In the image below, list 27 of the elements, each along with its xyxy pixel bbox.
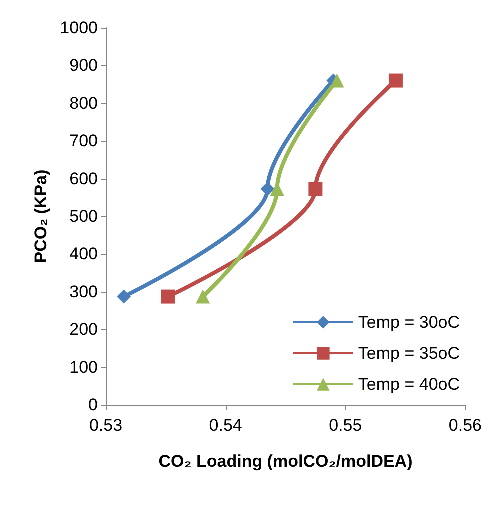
y-tick-label: 800 (70, 94, 98, 113)
point (116, 290, 131, 304)
y-tick-label: 0 (88, 396, 98, 414)
point (196, 290, 210, 304)
y-tick-label: 200 (70, 320, 98, 340)
y-tick-label: 1000 (60, 18, 98, 38)
y-tick-label: 600 (70, 169, 98, 188)
point (388, 74, 403, 88)
point (161, 290, 176, 304)
y-axis-title: PCO₂ (KPa) (31, 170, 50, 264)
x-tick-label: 0.54 (209, 416, 242, 435)
legend-label: Temp = 30oC (358, 313, 460, 332)
y-tick-label: 700 (70, 132, 98, 151)
point (330, 74, 344, 88)
x-tick-label: 0.53 (89, 416, 123, 435)
legend-label: Temp = 35oC (358, 344, 460, 363)
x-tick-label: 0.55 (329, 416, 362, 435)
point (260, 182, 275, 196)
legend-label: Temp = 40oC (358, 375, 460, 394)
y-tick-label: 500 (70, 207, 98, 226)
point (308, 182, 323, 196)
y-tick-label: 300 (70, 282, 98, 302)
y-tick-label: 400 (70, 244, 98, 264)
y-tick-label: 100 (70, 358, 98, 377)
y-tick-label: 900 (70, 56, 98, 76)
x-tick-label: 0.56 (448, 416, 482, 435)
x-axis-title: CO₂ Loading (molCO₂/molDEA) (158, 452, 413, 471)
